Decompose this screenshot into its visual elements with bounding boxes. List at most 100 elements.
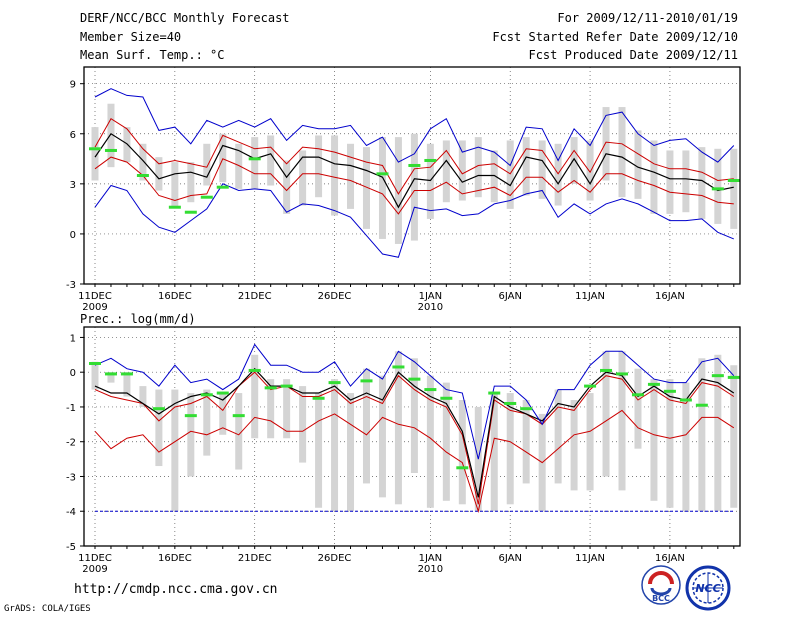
obs-marker — [616, 372, 629, 376]
spread-box — [458, 400, 466, 505]
spread-box — [155, 157, 163, 191]
spread-box — [378, 137, 386, 239]
spread-box — [299, 150, 307, 206]
obs-marker — [631, 393, 644, 397]
footer-url[interactable]: http://cmdp.ncc.cma.gov.cn — [74, 582, 278, 597]
spread-box — [730, 148, 738, 229]
obs-marker — [695, 403, 708, 407]
obs-marker — [152, 407, 165, 411]
spread-box — [410, 358, 418, 473]
spread-box — [554, 143, 562, 206]
y-tick-label: -2 — [66, 438, 76, 449]
spread-box — [570, 137, 578, 184]
spread-box — [123, 372, 131, 397]
spread-box — [714, 148, 722, 224]
obs-marker — [264, 386, 277, 390]
series-line-max — [94, 183, 734, 258]
spread-box — [666, 150, 674, 214]
y-tick-label: 3 — [70, 180, 76, 191]
spread-box — [155, 389, 163, 467]
spread-box — [490, 150, 498, 203]
obs-marker — [216, 185, 229, 189]
spread-box — [235, 393, 243, 470]
precip-panel-label: Prec.: log(mm/d) — [80, 312, 196, 326]
obs-marker — [647, 382, 660, 386]
obs-marker — [104, 372, 117, 376]
series-line-min — [94, 409, 735, 514]
x-tick-label: 16DEC — [158, 291, 192, 302]
y-tick-label: -3 — [66, 280, 76, 291]
spread-box — [618, 351, 626, 491]
spread-box — [251, 137, 259, 189]
x-tick-label: 1JAN — [419, 553, 442, 564]
spread-box — [522, 400, 530, 484]
obs-marker — [584, 384, 597, 388]
obs-marker — [200, 393, 213, 397]
spread-box — [331, 379, 339, 512]
obs-marker — [424, 158, 437, 162]
spread-box — [267, 379, 275, 439]
x-tick-label: 16DEC — [158, 553, 192, 564]
spread-box — [283, 160, 291, 214]
x-tick-label: 11JAN — [575, 291, 605, 302]
obs-marker — [504, 401, 517, 405]
spread-box — [139, 386, 147, 407]
y-tick-label: 1 — [70, 333, 76, 344]
spread-box — [586, 140, 594, 201]
series-line-min — [94, 88, 735, 167]
spread-box — [267, 135, 275, 186]
spread-box — [442, 140, 450, 203]
spread-box — [426, 143, 434, 219]
grads-credit: GrADS: COLA/IGES — [4, 604, 91, 614]
x-tick-label: 21DEC — [238, 291, 272, 302]
spread-box — [730, 365, 738, 508]
spread-box — [347, 393, 355, 512]
y-tick-label: -5 — [66, 542, 76, 553]
x-tick-label-year: 2009 — [82, 564, 107, 575]
obs-marker — [200, 195, 213, 199]
spread-box — [347, 143, 355, 209]
obs-marker — [104, 148, 117, 152]
x-tick-label: 21DEC — [238, 553, 272, 564]
x-tick-label: 1JAN — [419, 291, 442, 302]
obs-marker — [376, 172, 389, 176]
series-line-upper — [94, 117, 734, 195]
x-tick-label-year: 2009 — [82, 302, 107, 313]
spread-box — [474, 137, 482, 198]
x-tick-label: 11DEC — [78, 291, 112, 302]
obs-marker — [408, 377, 421, 381]
spread-box — [219, 133, 227, 183]
spread-box — [410, 133, 418, 241]
obs-marker — [232, 414, 245, 418]
fcst-produced-date: Fcst Produced Date 2009/12/11 — [528, 48, 738, 62]
spread-box — [187, 393, 195, 477]
spread-box — [490, 393, 498, 512]
spread-box — [522, 137, 530, 196]
spread-box — [315, 393, 323, 508]
obs-marker — [727, 179, 740, 183]
x-tick-label: 11DEC — [78, 553, 112, 564]
spread-box — [251, 354, 259, 439]
spread-box — [554, 389, 562, 484]
spread-box — [586, 393, 594, 491]
spread-box — [331, 135, 339, 216]
x-tick-label: 6JAN — [498, 291, 521, 302]
obs-marker — [488, 391, 501, 395]
obs-marker — [184, 210, 197, 214]
y-tick-label: 0 — [70, 230, 76, 241]
spread-box — [634, 130, 642, 199]
obs-marker — [89, 147, 101, 151]
plot-frame — [83, 326, 741, 547]
spread-box — [107, 103, 115, 168]
spread-box — [538, 140, 546, 199]
spread-box — [299, 386, 307, 463]
obs-marker — [424, 388, 437, 392]
spread-box — [91, 127, 99, 181]
obs-marker — [248, 368, 261, 372]
y-tick-label: 0 — [70, 368, 76, 379]
obs-marker — [663, 389, 676, 393]
spread-box — [506, 393, 514, 505]
spread-box — [394, 137, 402, 244]
